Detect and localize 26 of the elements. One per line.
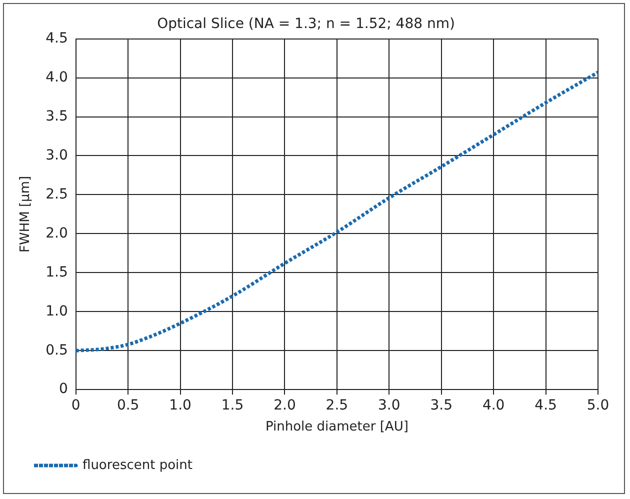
chart-title: Optical Slice (NA = 1.3; n = 1.52; 488 nm) bbox=[157, 16, 455, 32]
x-tick-label: 3.0 bbox=[378, 398, 400, 414]
line-series bbox=[76, 70, 598, 352]
x-tick-label: 5.0 bbox=[586, 398, 610, 414]
x-tick-label: 2.5 bbox=[326, 398, 348, 414]
x-tick-label: 1.5 bbox=[221, 398, 244, 414]
y-tick-label: 2.5 bbox=[46, 186, 68, 202]
x-tick-label: 4.0 bbox=[482, 398, 505, 414]
y-tick-label: 1.0 bbox=[46, 303, 68, 320]
x-tick-label: 2.0 bbox=[274, 398, 296, 414]
y-axis-title: FWHM [µm] bbox=[18, 176, 34, 252]
x-tick-label: 0 bbox=[71, 398, 80, 414]
x-tick-label: 1.0 bbox=[169, 398, 192, 414]
y-tick-label: 3.5 bbox=[46, 108, 68, 124]
y-tick-label: 2.0 bbox=[46, 225, 68, 242]
x-tick-label: 0.5 bbox=[116, 398, 140, 414]
y-tick-label: 3.0 bbox=[46, 147, 68, 164]
y-tick-label: 0 bbox=[58, 381, 68, 398]
x-axis-title: Pinhole diameter [AU] bbox=[265, 420, 408, 435]
x-tick-label: 4.5 bbox=[534, 398, 557, 414]
y-tick-label: 0.5 bbox=[46, 342, 68, 358]
y-tick-label: 1.5 bbox=[46, 264, 68, 280]
y-tick-label: 4.0 bbox=[46, 69, 68, 86]
y-tick-label: 4.5 bbox=[46, 30, 68, 46]
x-tick-label: 3.5 bbox=[430, 398, 452, 414]
legend-label: fluorescent point bbox=[82, 458, 192, 473]
